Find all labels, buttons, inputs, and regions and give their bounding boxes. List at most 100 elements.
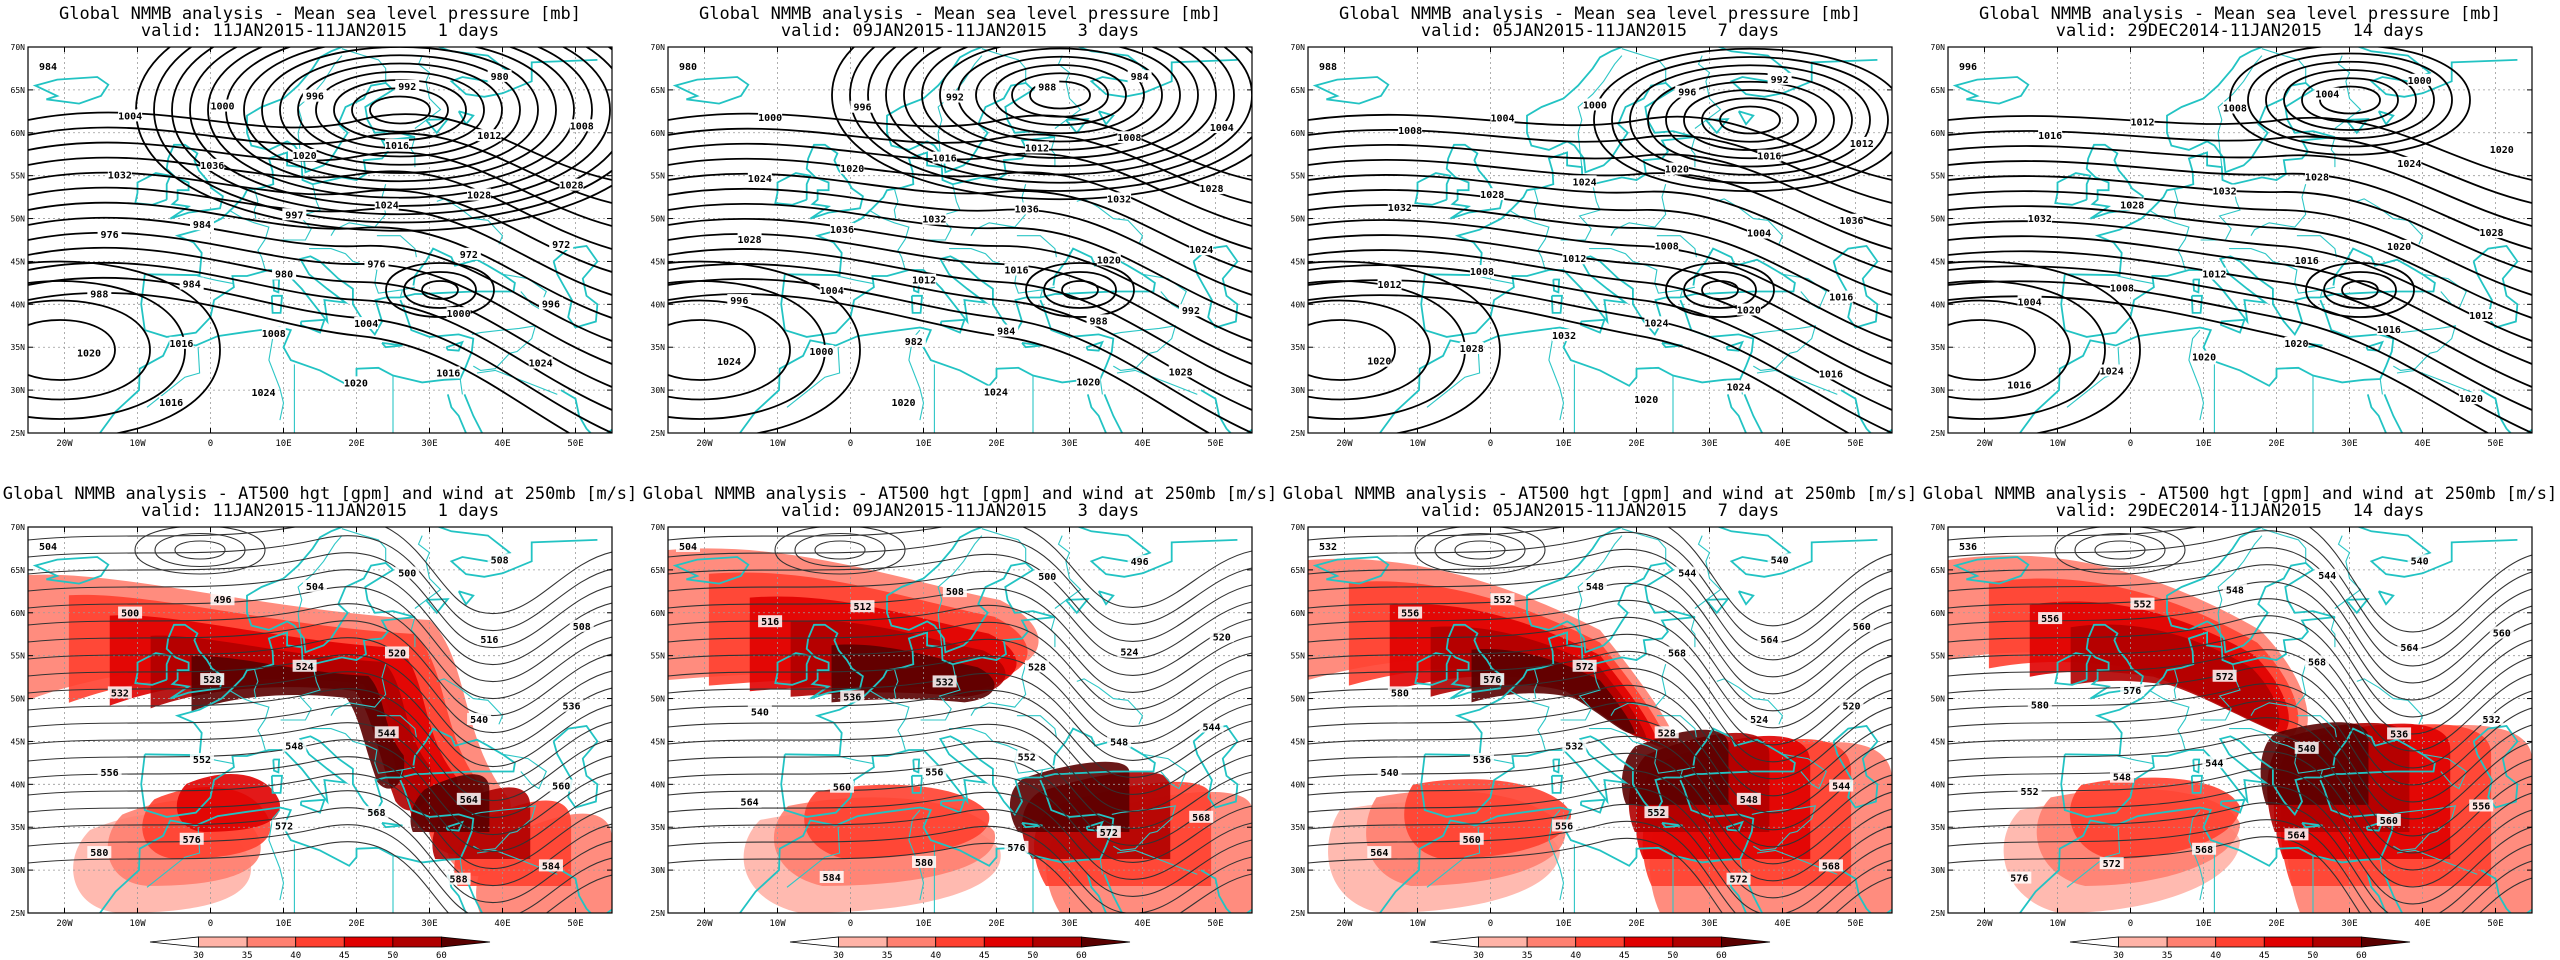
latitude-label: 70N	[11, 523, 26, 532]
contour-label: 524	[1120, 647, 1138, 658]
map-canvas: 5044965005085125165205245285325365405445…	[651, 523, 1253, 960]
latitude-label: 50N	[651, 215, 666, 224]
isobar	[1683, 89, 1817, 151]
longitude-label: 50E	[2487, 919, 2503, 929]
height-contour	[28, 569, 612, 666]
height-contour	[1948, 683, 2532, 803]
height-contour	[1308, 752, 1892, 865]
contour-label-bg	[758, 615, 783, 628]
latitude-label: 40N	[651, 780, 666, 789]
height-contour	[1948, 649, 2532, 769]
contour-label-bg	[1199, 182, 1224, 195]
contour-label-bg	[891, 395, 916, 408]
longitude-label: 40E	[1134, 919, 1150, 929]
isobar	[1948, 190, 2532, 296]
contour-label-bg	[1849, 136, 1874, 149]
isobar	[1665, 80, 1835, 160]
coastline	[2356, 47, 2518, 98]
latitude-label: 55N	[1931, 652, 1946, 661]
height-contour	[1948, 751, 2532, 871]
contour-label: 1008	[1117, 133, 1141, 144]
contour-label-bg	[912, 273, 937, 286]
height-contour	[134, 527, 266, 575]
country-border	[893, 188, 899, 219]
height-contour	[1948, 819, 2532, 913]
colorbar-tick-label: 45	[1619, 951, 1630, 960]
contour-label-bg	[251, 386, 276, 399]
contour-label: 576	[1483, 675, 1501, 686]
contour-label-bg	[829, 780, 854, 793]
contour-label-bg	[1387, 200, 1412, 213]
country-border	[2173, 668, 2179, 699]
contour-label: 536	[2390, 729, 2408, 740]
latitude-label: 30N	[1291, 866, 1306, 875]
height-contour	[1454, 540, 1506, 560]
country-border	[309, 728, 403, 774]
coastline	[1192, 725, 1239, 809]
coastline	[140, 727, 516, 818]
country-border	[2396, 849, 2478, 875]
height-contour	[1308, 616, 1892, 729]
z500-wind-panel: 532 540 544 548 552 556 560 564 568 572 576 580 520 5…	[1280, 480, 1920, 960]
coastline	[445, 340, 465, 352]
latitude-label: 50N	[1291, 215, 1306, 224]
contour-label: 524	[296, 662, 314, 673]
contour-label: 1016	[1004, 266, 1028, 277]
country-border	[2117, 275, 2155, 285]
latitude-label: 30N	[11, 386, 26, 395]
coastline	[2383, 394, 2404, 433]
longitude-label: 50E	[1207, 919, 1223, 929]
contour-label-bg	[1664, 646, 1689, 659]
contour-label-bg	[1377, 277, 1402, 290]
contour-label: 992	[1182, 306, 1200, 317]
country-border	[970, 664, 1027, 716]
latitude-label: 65N	[651, 86, 666, 95]
height-contour	[1308, 803, 1892, 913]
country-border	[1533, 188, 1539, 219]
contour-label-bg	[1127, 555, 1152, 568]
coastline	[2377, 590, 2395, 606]
contour-label-bg	[446, 307, 471, 320]
longitude-label: 40E	[2414, 439, 2430, 449]
isobar	[2247, 52, 2453, 148]
latitude-label: 25N	[651, 429, 666, 438]
country-border	[471, 325, 537, 371]
contour-label-bg	[1675, 85, 1700, 98]
country-border	[937, 535, 983, 648]
isobar	[668, 319, 756, 381]
isobar	[668, 157, 1252, 250]
isobar	[1647, 72, 1853, 168]
contour-label-bg	[1767, 553, 1792, 566]
contour-label: 1016	[2295, 256, 2319, 267]
latitude-label: 50N	[11, 695, 26, 704]
z500-wind-panel: 504 496 500 508 512 516 520 524 528 532 536 540 544 5…	[640, 480, 1280, 960]
contour-label-bg	[118, 109, 143, 122]
contour-label-bg	[676, 60, 700, 72]
contour-label-bg	[1736, 303, 1761, 316]
latitude-label: 30N	[651, 866, 666, 875]
isobar	[28, 126, 612, 204]
height-contour	[1948, 581, 2532, 701]
contour-label-bg	[2397, 640, 2422, 653]
country-border	[1656, 715, 1697, 738]
contour-label: 1024	[2100, 366, 2124, 377]
panel-valid-period: valid: 05JAN2015-11JAN2015 7 days	[1420, 501, 1780, 521]
contour-label: 1024	[252, 388, 276, 399]
contour-label-bg	[354, 317, 379, 330]
coastline	[1103, 874, 1124, 913]
isobar	[1308, 189, 1892, 296]
isobar	[1308, 113, 1892, 181]
isobar	[1011, 72, 1109, 118]
longitude-label: 20W	[1976, 439, 1993, 449]
coastline	[2060, 247, 2436, 338]
longitude-label: 10W	[1409, 919, 1426, 929]
contour-label-bg	[1117, 645, 1142, 658]
contour-label: 564	[2400, 643, 2418, 654]
coastline	[2301, 822, 2323, 829]
longitude-label: 20W	[56, 919, 73, 929]
contour-label-bg	[343, 376, 368, 389]
map-canvas: 988 992 996 1000 1004 1008 1012 1016 1020 1024 102…	[1291, 43, 1893, 449]
longitude-label: 20W	[1336, 439, 1353, 449]
colorbar-tick-label: 60	[1716, 951, 1727, 960]
contour-label: 1000	[2408, 76, 2432, 87]
